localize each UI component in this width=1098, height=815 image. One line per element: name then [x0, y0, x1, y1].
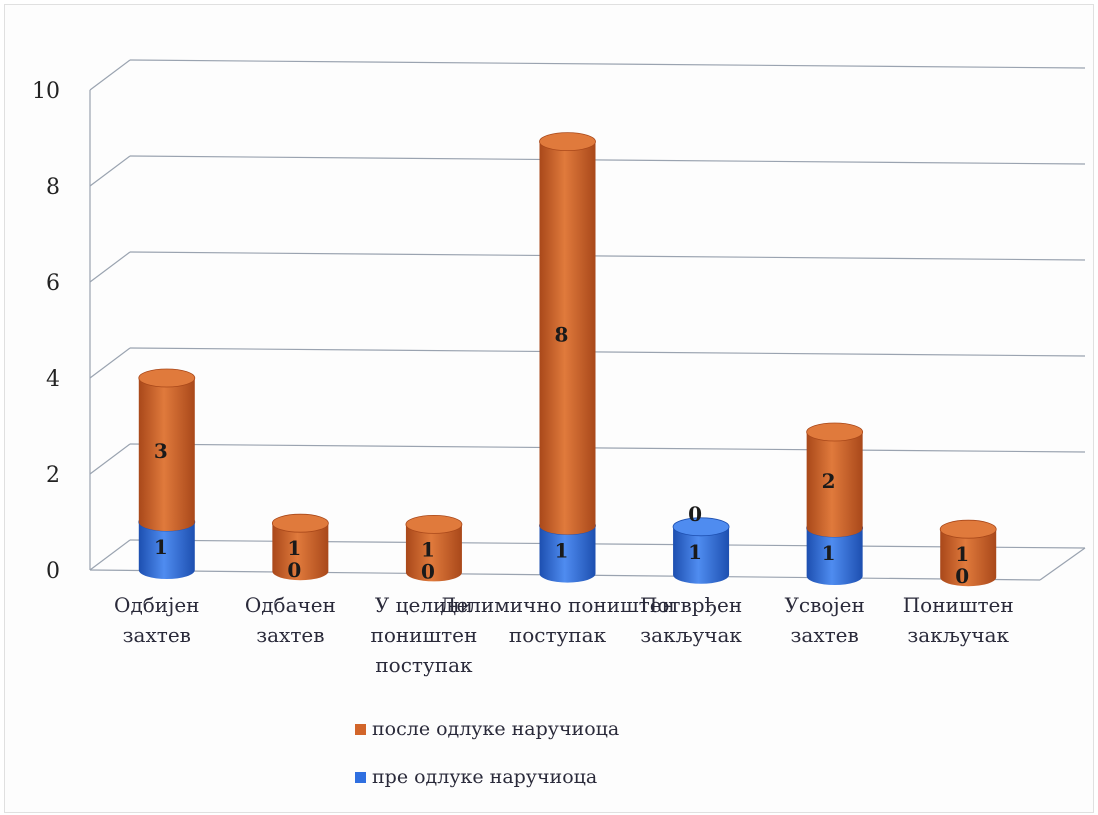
x-tick-label: Усвојен захтев	[784, 593, 864, 647]
legend-item-before: пре одлуке наручиоца	[355, 753, 619, 801]
x-tick-label: Делимично поништен поступак	[440, 593, 675, 647]
gridline-diag	[89, 539, 131, 571]
gridline	[129, 155, 1086, 165]
data-label: 0	[421, 559, 435, 583]
gridline-diag	[89, 155, 131, 187]
bar-segment	[806, 528, 863, 585]
bar-segment	[539, 525, 596, 583]
data-label: 1	[421, 537, 435, 561]
x-tick-label: Одбијен захтев	[114, 593, 199, 647]
data-label: 1	[287, 536, 301, 560]
data-label: 1	[555, 539, 569, 563]
bar-segment	[138, 378, 195, 531]
bar-segment	[539, 141, 596, 535]
data-label: 1	[154, 535, 168, 559]
data-label: 2	[822, 469, 836, 493]
legend-label-after: после одлуке наручиоца	[372, 718, 620, 740]
gridline-diag	[89, 59, 131, 91]
y-tick-label: 0	[46, 559, 60, 584]
bar-cap	[806, 422, 864, 442]
bar-cap	[939, 519, 997, 539]
gridline-diag	[89, 347, 131, 379]
bar-segment	[806, 432, 863, 537]
y-axis: 0 2 4 6 8 10	[32, 79, 60, 584]
data-label: 0	[688, 502, 702, 526]
data-label: 1	[955, 542, 969, 566]
legend-item-after: после одлуке наручиоца	[355, 705, 619, 753]
x-tick-label: Потврђен закључак	[640, 593, 742, 647]
bar-cap	[405, 515, 463, 534]
y-tick-label: 10	[32, 79, 60, 104]
data-label: 0	[287, 558, 301, 582]
bar-cap	[138, 368, 196, 388]
bar-segment	[138, 522, 195, 579]
data-label: 1	[822, 541, 836, 565]
gridline	[129, 251, 1086, 261]
data-label: 0	[955, 564, 969, 588]
gridline	[129, 59, 1086, 69]
bar-cap	[271, 513, 329, 533]
y-tick-label: 8	[46, 175, 60, 200]
bar-segment	[272, 523, 329, 581]
data-label: 8	[555, 323, 569, 347]
bar-cap	[672, 517, 730, 537]
gridline	[129, 347, 1086, 357]
legend-swatch-after	[355, 723, 366, 735]
bar-segment	[673, 526, 730, 584]
y-tick-label: 6	[46, 271, 60, 296]
gridline	[129, 443, 1086, 453]
y-tick-label: 2	[46, 463, 60, 488]
legend: после одлуке наручиоца пре одлуке наручи…	[355, 705, 619, 801]
gridline-diag	[89, 443, 131, 475]
x-tick-label: Одбачен захтев	[245, 593, 336, 647]
x-tick-label: Поништен закључак	[903, 593, 1014, 647]
bar-cap	[539, 132, 596, 152]
data-label: 1	[688, 540, 702, 564]
y-tick-label: 4	[46, 367, 60, 392]
gridline-diag	[89, 251, 131, 283]
legend-swatch-before	[355, 771, 366, 783]
data-label: 3	[154, 439, 168, 463]
floor-edge	[1039, 547, 1086, 581]
x-axis: Одбијен захтев Одбачен захтев У целини поништ…	[114, 593, 1014, 677]
legend-label-before: пре одлуке наручиоца	[372, 766, 598, 788]
bar-segment	[405, 524, 462, 582]
bar-segment	[940, 529, 997, 587]
bars	[138, 132, 997, 587]
x-tick-label: У целини поништен поступак	[370, 593, 477, 677]
